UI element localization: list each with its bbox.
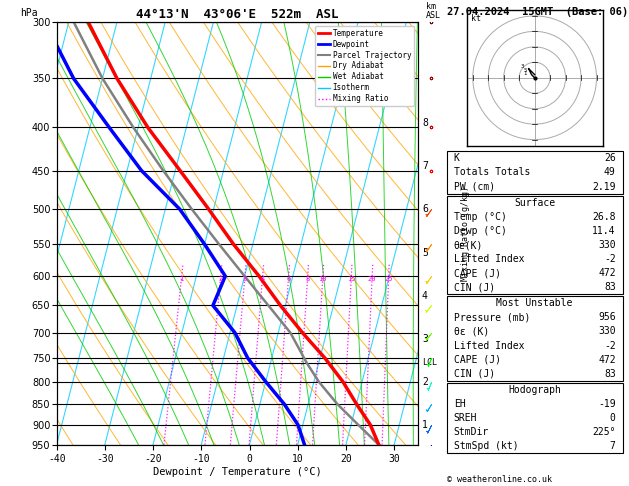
- Text: 26.8: 26.8: [592, 212, 616, 222]
- Text: 472: 472: [598, 268, 616, 278]
- Text: hPa: hPa: [21, 8, 38, 17]
- Text: Lifted Index: Lifted Index: [454, 254, 524, 264]
- Text: LCL: LCL: [422, 358, 437, 367]
- Text: Hodograph: Hodograph: [508, 385, 561, 395]
- Text: StmDir: StmDir: [454, 427, 489, 437]
- Text: 0: 0: [610, 413, 616, 423]
- Text: StmSpd (kt): StmSpd (kt): [454, 441, 518, 451]
- Text: 25: 25: [384, 276, 393, 282]
- Text: 8: 8: [422, 118, 428, 128]
- Text: 4: 4: [422, 291, 428, 301]
- Text: 49: 49: [604, 167, 616, 177]
- Text: 7: 7: [422, 161, 428, 171]
- Text: Totals Totals: Totals Totals: [454, 167, 530, 177]
- X-axis label: Dewpoint / Temperature (°C): Dewpoint / Temperature (°C): [153, 467, 322, 477]
- Text: θε(K): θε(K): [454, 240, 483, 250]
- Text: 2: 2: [422, 377, 428, 387]
- Text: Most Unstable: Most Unstable: [496, 298, 573, 309]
- Text: -19: -19: [598, 399, 616, 409]
- Text: 20: 20: [368, 276, 376, 282]
- Text: 1: 1: [422, 420, 428, 430]
- Text: 5: 5: [523, 68, 527, 72]
- Text: 1: 1: [523, 70, 527, 76]
- Text: 330: 330: [598, 240, 616, 250]
- FancyBboxPatch shape: [447, 383, 623, 453]
- Text: -2: -2: [604, 341, 616, 350]
- FancyBboxPatch shape: [447, 196, 623, 294]
- Text: Mixing Ratio (g/kg): Mixing Ratio (g/kg): [461, 186, 470, 281]
- Text: 26: 26: [604, 153, 616, 163]
- FancyBboxPatch shape: [447, 151, 623, 194]
- Text: PW (cm): PW (cm): [454, 182, 495, 191]
- Text: 2: 2: [218, 276, 223, 282]
- Text: CIN (J): CIN (J): [454, 282, 495, 292]
- Text: 8: 8: [306, 276, 309, 282]
- Text: Temp (°C): Temp (°C): [454, 212, 506, 222]
- Text: 11.4: 11.4: [592, 226, 616, 236]
- Text: 83: 83: [604, 368, 616, 379]
- Text: km
ASL: km ASL: [425, 2, 440, 20]
- Text: Lifted Index: Lifted Index: [454, 341, 524, 350]
- Text: 5: 5: [422, 247, 428, 258]
- Text: EH: EH: [454, 399, 465, 409]
- Text: CAPE (J): CAPE (J): [454, 354, 501, 364]
- Text: θε (K): θε (K): [454, 327, 489, 336]
- Text: 83: 83: [604, 282, 616, 292]
- Text: Surface: Surface: [514, 198, 555, 208]
- Text: 6: 6: [422, 205, 428, 214]
- Text: 6: 6: [286, 276, 291, 282]
- Text: SREH: SREH: [454, 413, 477, 423]
- Legend: Temperature, Dewpoint, Parcel Trajectory, Dry Adiabat, Wet Adiabat, Isotherm, Mi: Temperature, Dewpoint, Parcel Trajectory…: [315, 26, 415, 106]
- Text: 472: 472: [598, 354, 616, 364]
- Text: 3: 3: [243, 276, 247, 282]
- Text: -2: -2: [604, 254, 616, 264]
- Text: 7: 7: [610, 441, 616, 451]
- Text: 15: 15: [347, 276, 355, 282]
- Text: 956: 956: [598, 312, 616, 323]
- Text: Pressure (mb): Pressure (mb): [454, 312, 530, 323]
- Text: 10: 10: [318, 276, 327, 282]
- FancyBboxPatch shape: [447, 296, 623, 381]
- Text: CAPE (J): CAPE (J): [454, 268, 501, 278]
- Text: 1: 1: [179, 276, 184, 282]
- Text: K: K: [454, 153, 460, 163]
- Text: 4: 4: [260, 276, 265, 282]
- Text: 330: 330: [598, 327, 616, 336]
- Text: 2.19: 2.19: [592, 182, 616, 191]
- Title: 44°13'N  43°06'E  522m  ASL: 44°13'N 43°06'E 522m ASL: [136, 8, 338, 21]
- Text: 27.04.2024  15GMT  (Base: 06): 27.04.2024 15GMT (Base: 06): [447, 7, 628, 17]
- Text: © weatheronline.co.uk: © weatheronline.co.uk: [447, 474, 552, 484]
- Text: 3: 3: [422, 334, 428, 344]
- Text: 225°: 225°: [592, 427, 616, 437]
- Text: 3: 3: [520, 65, 524, 69]
- Text: kt: kt: [470, 14, 481, 23]
- Text: Dewp (°C): Dewp (°C): [454, 226, 506, 236]
- Text: CIN (J): CIN (J): [454, 368, 495, 379]
